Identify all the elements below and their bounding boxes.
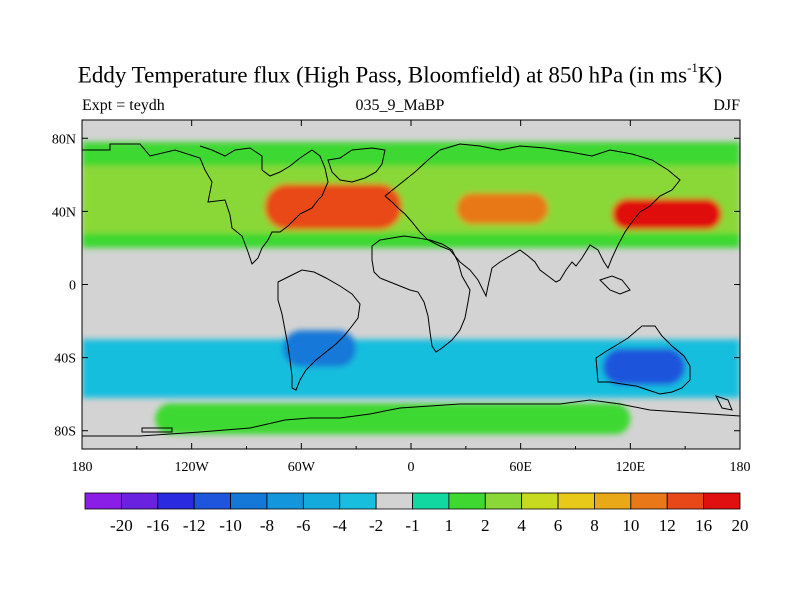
colorbar-level-label: 6 xyxy=(554,516,563,535)
flux-region-south-america-min xyxy=(283,330,357,367)
x-tick-label: 120W xyxy=(175,460,210,475)
colorbar-level-label: -4 xyxy=(333,516,348,535)
colorbar-swatch xyxy=(157,492,195,510)
colorbar-swatch xyxy=(484,492,523,510)
colorbar-level-label: -20 xyxy=(110,516,133,535)
title-superscript: -1 xyxy=(687,60,698,75)
colorbar-swatch xyxy=(666,492,705,510)
south-america-coast xyxy=(277,269,361,391)
colorbar-level-label: -6 xyxy=(296,516,310,535)
flux-region-australia-min xyxy=(602,348,686,386)
colorbar-swatch xyxy=(412,492,450,510)
colorbar-swatch xyxy=(266,492,304,510)
x-tick-label: 120E xyxy=(616,460,646,475)
colorbar-swatch xyxy=(193,492,231,510)
greenland-coast xyxy=(327,147,386,183)
map-title: Eddy Temperature flux (High Pass, Bloomf… xyxy=(0,60,800,89)
x-tick-label: 60E xyxy=(509,460,532,475)
colorbar-level-label: 2 xyxy=(481,516,490,535)
y-tick-label: 40S xyxy=(54,352,76,367)
x-tick-label: 180 xyxy=(730,460,751,475)
x-tick-label: 60W xyxy=(288,460,316,475)
australia-coast xyxy=(595,325,691,395)
colorbar-swatch xyxy=(230,492,268,510)
flux-region-siberia-max xyxy=(456,193,549,225)
colorbar-swatch xyxy=(630,492,668,510)
field-layer xyxy=(82,141,740,435)
y-tick-label: 40N xyxy=(52,205,76,220)
colorbar-swatch xyxy=(120,492,159,510)
antarctica-coast xyxy=(82,399,740,437)
coastline-layer xyxy=(82,143,740,437)
colorbar-swatch xyxy=(302,492,341,510)
antarctic-island-coast xyxy=(141,427,173,433)
colorbar-level-label: 20 xyxy=(732,516,749,535)
colorbar-swatch xyxy=(375,492,413,510)
colorbar-swatch xyxy=(594,492,632,510)
y-tick-label: 80N xyxy=(52,132,76,147)
southeast-asia-coast xyxy=(599,275,631,295)
title-main: Eddy Temperature flux (High Pass, Bloomf… xyxy=(77,62,688,88)
experiment-label: Expt = teydh xyxy=(82,97,165,114)
colorbar-level-label: 1 xyxy=(445,516,454,535)
colorbar-level-label: -10 xyxy=(219,516,242,535)
colorbar-swatch xyxy=(521,492,559,510)
colorbar: -20 -16 -12 -10 -8 -6 -4 -2 -1 1 2 4 6 8 10 12 16 20 xyxy=(84,492,749,535)
colorbar-swatch xyxy=(84,492,122,510)
y-tick-label: 80S xyxy=(54,425,76,440)
season-label: DJF xyxy=(713,97,740,114)
colorbar-level-label: 12 xyxy=(659,516,676,535)
colorbar-level-label: -1 xyxy=(405,516,419,535)
colorbar-level-label: -8 xyxy=(260,516,274,535)
colorbar-swatch xyxy=(703,492,741,510)
latitude-axis: 80N 40N 0 40S 80S xyxy=(52,132,740,440)
experiment-id-label: 035_9_MaBP xyxy=(355,97,445,114)
colorbar-level-label: -16 xyxy=(146,516,169,535)
flux-region-antarctic-positive xyxy=(155,403,631,435)
colorbar-swatch xyxy=(557,492,595,510)
colorbar-level-label: -2 xyxy=(369,516,383,535)
x-tick-label: 0 xyxy=(408,460,415,475)
longitude-axis: 180 120W 60W 0 60E 120E 180 xyxy=(72,120,751,475)
colorbar-level-label: 16 xyxy=(695,516,712,535)
colorbar-level-label: 8 xyxy=(590,516,599,535)
colorbar-swatch xyxy=(339,492,377,510)
eurasia-coast xyxy=(384,143,681,298)
flux-region-pacific-max xyxy=(612,198,722,230)
y-tick-label: 0 xyxy=(69,279,76,294)
colorbar-level-label: 10 xyxy=(622,516,639,535)
flux-region-atlantic-max xyxy=(264,183,402,230)
colorbar-swatch xyxy=(448,492,486,510)
new-zealand-coast xyxy=(715,395,733,411)
north-america-coast xyxy=(82,143,329,265)
colorbar-level-label: 4 xyxy=(517,516,526,535)
africa-coast xyxy=(371,235,471,353)
x-tick-label: 180 xyxy=(72,460,93,475)
colorbar-level-label: -12 xyxy=(183,516,206,535)
title-end: K) xyxy=(697,62,723,88)
